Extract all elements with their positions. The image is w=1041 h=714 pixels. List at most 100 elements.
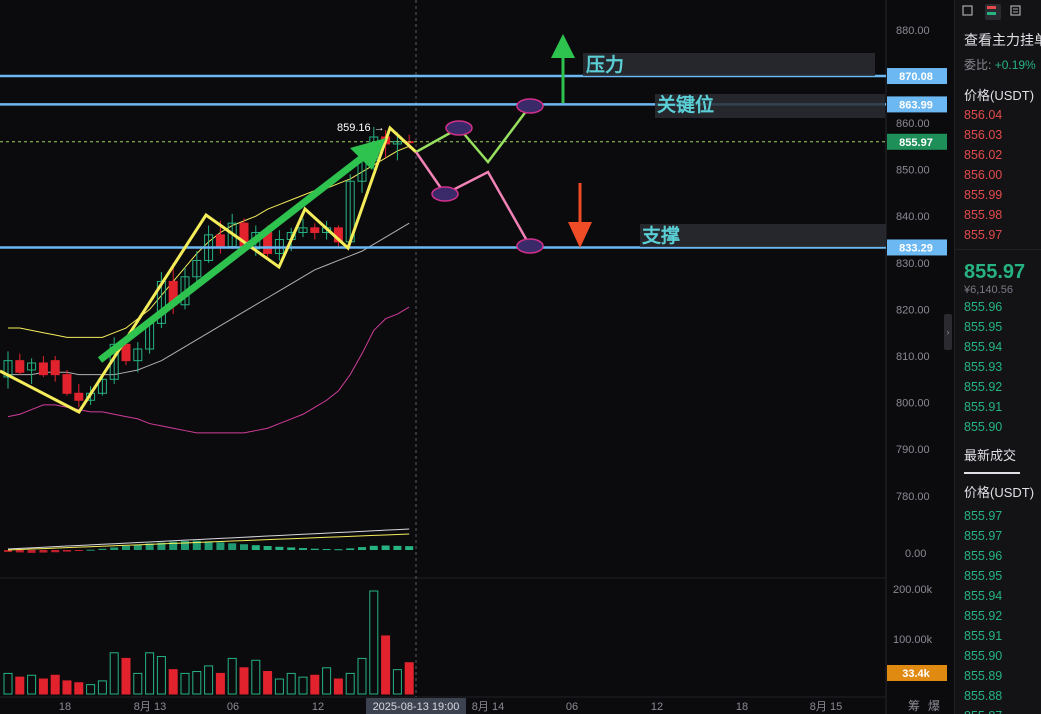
time-tick-label: 8月 14 <box>472 701 504 713</box>
time-tick-label: 8月 15 <box>810 701 842 713</box>
price-tick-label: 840.00 <box>896 211 930 223</box>
up-arrow-head <box>551 34 575 58</box>
volume-bar <box>357 657 367 695</box>
volume-bar <box>239 667 249 695</box>
price-tick-label: 780.00 <box>896 491 930 503</box>
time-tick-label: 06 <box>566 701 578 713</box>
macd-histogram-bar <box>216 542 225 550</box>
forecast-node-marker <box>445 120 473 136</box>
trade-price-row[interactable]: 855.97 <box>964 509 1003 523</box>
resistance-label: 压力 <box>586 53 624 76</box>
ask-price-row[interactable]: 855.98 <box>964 208 1003 222</box>
bid-price-row[interactable]: 855.93 <box>964 360 1003 374</box>
macd-histogram-bar <box>228 543 237 550</box>
asks-list: 856.04 856.03 856.02 856.00 855.99 855.98 855.… <box>955 104 1041 245</box>
bid-price-row[interactable]: 855.90 <box>964 420 1003 434</box>
volume-bar <box>251 659 261 695</box>
candle-body <box>38 362 48 376</box>
ask-price-row[interactable]: 856.03 <box>964 128 1003 142</box>
trades-title: 最新成交 <box>964 448 1017 463</box>
bid-price-row[interactable]: 855.91 <box>964 400 1003 414</box>
ask-price-row[interactable]: 856.00 <box>964 168 1003 182</box>
price-tick-label: 800.00 <box>896 398 930 410</box>
macd-histogram-bar <box>39 550 48 553</box>
volume-bar <box>215 672 225 695</box>
bearish-forecast-path <box>414 151 532 247</box>
layout-asks-icon[interactable] <box>985 4 1001 20</box>
time-tick-label: 12 <box>651 701 663 713</box>
macd-histogram-bar <box>358 547 366 550</box>
ask-price-row[interactable]: 856.02 <box>964 148 1003 162</box>
volume-bar <box>50 674 60 695</box>
macd-histogram-bar <box>110 547 119 550</box>
volume-tick-label: 200.00k <box>893 584 933 596</box>
crosshair-time-tag <box>366 698 466 714</box>
price-level-tag-label: 863.99 <box>899 99 933 111</box>
volume-bar <box>3 672 13 695</box>
trade-price-row[interactable]: 855.97 <box>964 529 1003 543</box>
volume-bar <box>156 656 166 695</box>
ask-price-row[interactable]: 855.97 <box>964 228 1003 242</box>
key-level-label-box <box>655 94 885 118</box>
layout-bids-icon[interactable] <box>1009 4 1025 20</box>
bid-price-row[interactable]: 855.94 <box>964 340 1003 354</box>
bid-price-row[interactable]: 855.92 <box>964 380 1003 394</box>
macd-dea-line <box>7 533 410 551</box>
macd-histogram-bar <box>381 545 390 550</box>
price-tick-label: 850.00 <box>896 165 930 177</box>
trade-price-row[interactable]: 855.92 <box>964 609 1003 623</box>
ask-price-row[interactable]: 856.04 <box>964 108 1003 122</box>
volume-bar <box>74 682 84 695</box>
ratio-value: +0.19% <box>994 58 1036 72</box>
orderbook-title[interactable]: 查看主力挂单 <box>964 32 1041 48</box>
ask-price-row[interactable]: 855.99 <box>964 188 1003 202</box>
bid-price-row[interactable]: 855.95 <box>964 320 1003 334</box>
macd-histogram-bar <box>98 548 107 550</box>
volume-bar <box>168 669 178 695</box>
macd-histogram-bar <box>15 550 24 553</box>
time-tick-label: 8月 13 <box>134 701 166 713</box>
macd-histogram-bar <box>192 540 201 550</box>
price-level-tag-label: 855.97 <box>899 137 933 149</box>
price-chart[interactable]: 880.00 860.00 850.00 840.00 830.00 820.00 810.… <box>0 0 948 714</box>
layout-both-icon[interactable] <box>961 4 977 20</box>
price-level-tag <box>887 133 947 150</box>
volume-bar <box>333 678 343 695</box>
price-tick-label: 860.00 <box>896 118 930 130</box>
macd-histogram-bar <box>240 544 248 550</box>
ratio-label: 委比: <box>964 58 992 72</box>
down-arrow-head <box>568 222 592 248</box>
trade-price-row[interactable]: 855.91 <box>964 629 1003 643</box>
volume-tick-label: 100.00k <box>893 634 933 646</box>
price-tick-label: 790.00 <box>896 444 930 456</box>
bid-price-row[interactable]: 855.96 <box>964 300 1003 314</box>
panel-collapse-handle[interactable]: › <box>944 314 952 350</box>
trades-tab[interactable]: 最新成交 <box>955 437 1041 474</box>
price-tick-label: 810.00 <box>896 351 930 363</box>
macd-histogram-bar <box>204 541 213 550</box>
volume-bar <box>109 652 119 695</box>
trade-price-row[interactable]: 855.95 <box>964 569 1003 583</box>
macd-histogram-bar <box>369 545 378 550</box>
trade-price-row[interactable]: 855.88 <box>964 689 1003 703</box>
trade-price-row[interactable]: 855.87 <box>964 706 1041 714</box>
macd-histogram-bar <box>287 547 296 550</box>
trade-price-row[interactable]: 855.94 <box>964 589 1003 603</box>
candle-body <box>298 227 308 234</box>
candle-body <box>27 362 37 371</box>
candle-body <box>3 360 13 378</box>
chart-area[interactable]: 880.00 860.00 850.00 840.00 830.00 820.00 810.… <box>0 0 948 714</box>
macd-histogram-bar <box>133 544 142 550</box>
time-tick-label: 06 <box>227 701 239 713</box>
volume-bar <box>286 672 296 695</box>
trade-price-row[interactable]: 855.89 <box>964 669 1003 683</box>
trade-price-row[interactable]: 855.90 <box>964 649 1003 663</box>
price-level-tag <box>887 68 947 85</box>
volume-bar <box>204 665 214 695</box>
macd-histogram-bar <box>275 546 284 550</box>
macd-histogram-bar <box>334 549 343 551</box>
candle-body <box>192 259 202 278</box>
macd-dif-line <box>7 528 410 550</box>
ma-lower-line <box>7 306 410 434</box>
trade-price-row[interactable]: 855.96 <box>964 549 1003 563</box>
